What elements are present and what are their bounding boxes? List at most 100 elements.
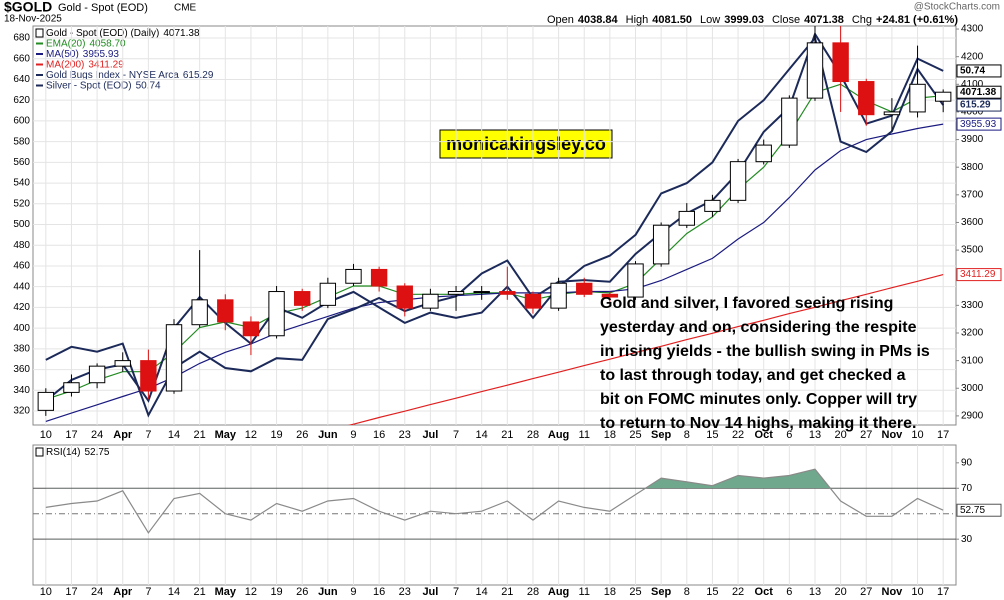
candle-body [88,365,106,384]
x-tick-label: Nov [882,429,904,441]
x-tick-label: 17 [65,429,77,441]
candle-body [627,263,644,298]
legend-value: 615.29 [183,70,214,81]
candle-body [345,268,362,284]
x-tick-label: 10 [911,429,923,441]
candle-body [396,285,413,309]
x-tick-label: 13 [809,586,821,598]
x-tick-label: 17 [937,586,949,598]
legend-value: 3955.93 [83,49,120,60]
candle-body [447,291,465,295]
x-tick-label: 7 [453,429,459,441]
value-tag-label: 3411.29 [960,269,996,280]
quote-value: 4071.38 [804,14,844,26]
x-tick-label: May [215,586,237,598]
candle-body [370,268,388,287]
series-line [45,31,944,418]
x-tick-label: 14 [476,586,488,598]
candle-body [832,42,849,83]
legend-entry: Gold - Spot (EOD) (Daily) 4071.38 [46,28,200,39]
quote-value: 4038.84 [578,14,619,26]
x-tick-label: 10 [40,429,52,441]
x-tick-label: 16 [373,586,385,598]
subtitle: Gold - Spot (EOD) [58,2,148,14]
x-tick-label: 9 [350,429,356,441]
y2-tick-label: 4200 [961,51,984,62]
commentary-line: Gold and silver, I favored seeing rising [600,295,893,312]
y-tick-label: 480 [13,240,30,251]
x-tick-label: Sep [651,586,671,598]
x-tick-label: 27 [860,586,872,598]
exchange: CME [174,3,197,14]
x-tick-label: 14 [168,429,180,441]
x-tick-label: Apr [113,586,133,598]
overbought-fill [645,469,831,489]
legend: Gold - Spot (EOD) (Daily) 4071.38 EMA(20) 4… [35,28,214,91]
x-tick-label: 26 [296,429,308,441]
x-tick-label: 6 [786,429,792,441]
rsi-title: RSI(14) [46,447,80,458]
value-tag-label: 615.29 [960,100,991,111]
value-tag-label: 3955.93 [960,119,997,130]
series-line [45,123,944,422]
x-tick-label: 7 [453,586,459,598]
y-tick-label: 540 [13,178,30,189]
candle-body [755,144,772,163]
date: 18-Nov-2025 [4,14,62,25]
x-tick-label: 10 [911,586,923,598]
source: @StockCharts.com [914,2,1000,13]
y-tick-label: 600 [13,116,30,127]
x-tick-label: 20 [835,429,847,441]
candle-body [422,293,439,309]
candle-body [114,360,131,367]
candle-body [781,97,798,146]
value-tag-label: 4071.38 [960,87,997,98]
quote-label: Low [700,14,720,26]
y-tick-label: 560 [13,157,30,168]
x-tick-label: Oct [755,429,774,441]
y-tick-label: 520 [13,198,30,209]
x-tick-label: 24 [91,586,103,598]
y-tick-label: 620 [13,95,30,106]
quote-value: 4081.50 [652,14,692,26]
legend-value: 4058.70 [89,38,126,49]
quote-label: High [626,14,649,26]
value-tag [956,98,1002,112]
y2-tick-label: 4100 [961,79,984,90]
candle-body [858,81,875,116]
y2-tick-label: 4300 [961,24,984,35]
x-tick-label: May [215,429,237,441]
legend-icon [35,28,44,38]
x-tick-label: 14 [476,429,488,441]
y2-tick-label: 3200 [961,328,984,339]
y-tick-label: 70 [961,483,973,494]
y2-tick-label: 3700 [961,189,984,200]
candle-body [883,111,901,116]
candle-body [473,291,490,294]
y-tick-label: 420 [13,302,30,313]
x-tick-label: Jun [318,586,338,598]
rsi-line [45,468,944,534]
x-tick-label: 19 [270,429,282,441]
x-tick-label: 21 [194,586,206,598]
x-tick-label: 14 [168,586,180,598]
y-tick-label: 90 [961,457,973,468]
price-panel [32,25,957,426]
x-tick-label: 13 [809,429,821,441]
x-tick-label: 24 [91,429,103,441]
oversold-fill [45,539,944,540]
x-tick-label: 17 [65,586,77,598]
legend-entry: Silver - Spot (EOD)50.74 [46,80,161,91]
candle-body [37,391,55,411]
x-tick-label: 20 [835,586,847,598]
x-tick-label: 28 [527,429,539,441]
x-tick-label: 7 [145,586,151,598]
value-tag [956,268,1002,282]
y-tick-label: 380 [13,343,30,354]
rsi-panel [32,444,957,586]
y2-tick-label: 3000 [961,383,984,394]
x-tick-label: 11 [579,429,590,441]
legend-name: Gold Bugs Index - NYSE Arca [46,70,179,81]
x-tick-label: 22 [732,586,744,598]
y2-tick-label: 3600 [961,217,984,228]
